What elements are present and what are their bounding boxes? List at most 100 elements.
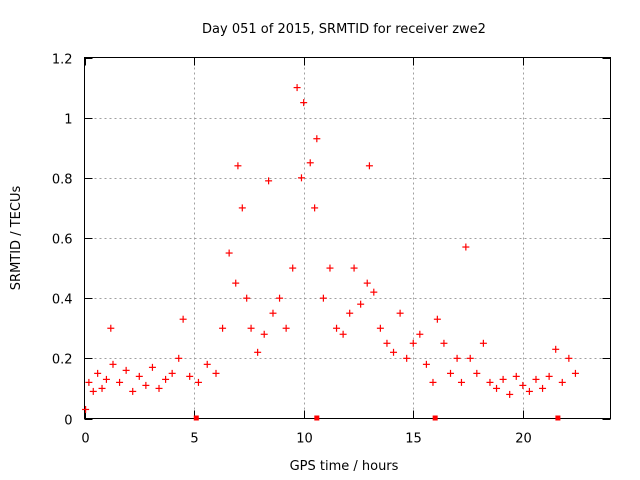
data-point xyxy=(319,294,327,302)
data-point xyxy=(506,390,514,398)
data-point xyxy=(306,159,314,167)
data-point xyxy=(499,375,507,383)
data-point xyxy=(447,369,455,377)
data-point xyxy=(532,375,540,383)
data-point xyxy=(168,369,176,377)
x-tick-label: 0 xyxy=(81,432,89,447)
data-point xyxy=(212,369,220,377)
y-tick-label: 0.4 xyxy=(52,293,73,308)
baseline-marker xyxy=(555,415,561,421)
data-point xyxy=(376,324,384,332)
data-point xyxy=(162,375,170,383)
data-point xyxy=(89,387,97,395)
baseline-marker xyxy=(314,415,320,421)
data-point xyxy=(433,315,441,323)
data-point xyxy=(396,309,404,317)
data-point xyxy=(346,309,354,317)
data-point xyxy=(313,135,321,143)
data-point xyxy=(85,378,93,386)
data-point xyxy=(122,366,130,374)
data-point xyxy=(326,264,334,272)
y-tick-label: 1.2 xyxy=(52,53,73,68)
data-point xyxy=(297,174,305,182)
data-point xyxy=(109,360,117,368)
data-point xyxy=(276,294,284,302)
data-point xyxy=(260,330,268,338)
data-point xyxy=(350,264,358,272)
data-point xyxy=(94,369,102,377)
data-point xyxy=(102,375,110,383)
data-point xyxy=(429,378,437,386)
data-point xyxy=(186,372,194,380)
data-point xyxy=(194,378,202,386)
data-point xyxy=(552,345,560,353)
data-point xyxy=(390,348,398,356)
data-point xyxy=(311,204,319,212)
data-point xyxy=(142,381,150,389)
data-point xyxy=(203,360,211,368)
data-point xyxy=(289,264,297,272)
data-point xyxy=(179,315,187,323)
data-point xyxy=(116,378,124,386)
baseline-marker xyxy=(193,415,199,421)
data-point xyxy=(479,339,487,347)
data-point xyxy=(457,378,465,386)
data-point xyxy=(247,324,255,332)
data-point xyxy=(440,339,448,347)
data-point xyxy=(525,387,533,395)
data-point xyxy=(357,300,365,308)
data-point xyxy=(545,372,553,380)
data-point xyxy=(365,162,373,170)
data-point xyxy=(155,384,163,392)
baseline-marker xyxy=(432,415,438,421)
y-tick-label: 0.8 xyxy=(52,173,73,188)
y-axis-label: SRMTID / TECUs xyxy=(9,186,24,291)
data-point xyxy=(462,243,470,251)
y-axis-ticks: 0 0.2 0.4 0.6 0.8 1 1.2 xyxy=(52,53,611,429)
y-tick-label: 1 xyxy=(64,113,72,128)
data-point xyxy=(107,324,115,332)
data-point xyxy=(519,381,527,389)
data-point xyxy=(333,324,341,332)
y-tick-label: 0.6 xyxy=(52,233,73,248)
data-point xyxy=(293,84,301,92)
data-point xyxy=(571,369,579,377)
data-point xyxy=(129,387,137,395)
data-point xyxy=(282,324,290,332)
y-tick-label: 0 xyxy=(64,414,72,429)
data-point xyxy=(409,339,417,347)
data-point xyxy=(232,279,240,287)
x-tick-label: 5 xyxy=(190,432,198,447)
data-point xyxy=(269,309,277,317)
data-point xyxy=(82,405,90,413)
data-point xyxy=(225,249,233,257)
x-axis-ticks: 0 5 10 15 20 xyxy=(81,57,532,447)
data-point xyxy=(558,378,566,386)
data-point xyxy=(370,288,378,296)
data-point xyxy=(98,384,106,392)
data-point xyxy=(486,378,494,386)
data-point xyxy=(175,354,183,362)
x-axis-label: GPS time / hours xyxy=(290,459,399,474)
data-point xyxy=(473,369,481,377)
data-points xyxy=(82,84,579,413)
data-point xyxy=(219,324,227,332)
data-point xyxy=(363,279,371,287)
grid-lines xyxy=(84,57,611,419)
data-point xyxy=(383,339,391,347)
x-tick-label: 10 xyxy=(296,432,313,447)
data-point xyxy=(300,99,308,107)
data-point xyxy=(234,162,242,170)
data-point xyxy=(238,204,246,212)
data-point xyxy=(422,360,430,368)
data-point xyxy=(243,294,251,302)
data-point xyxy=(453,354,461,362)
y-tick-label: 0.2 xyxy=(52,353,73,368)
data-point xyxy=(403,354,411,362)
data-point xyxy=(135,372,143,380)
data-point xyxy=(493,384,501,392)
x-tick-label: 20 xyxy=(515,432,532,447)
baseline-markers xyxy=(193,415,561,421)
chart-title: Day 051 of 2015, SRMTID for receiver zwe… xyxy=(202,22,486,37)
